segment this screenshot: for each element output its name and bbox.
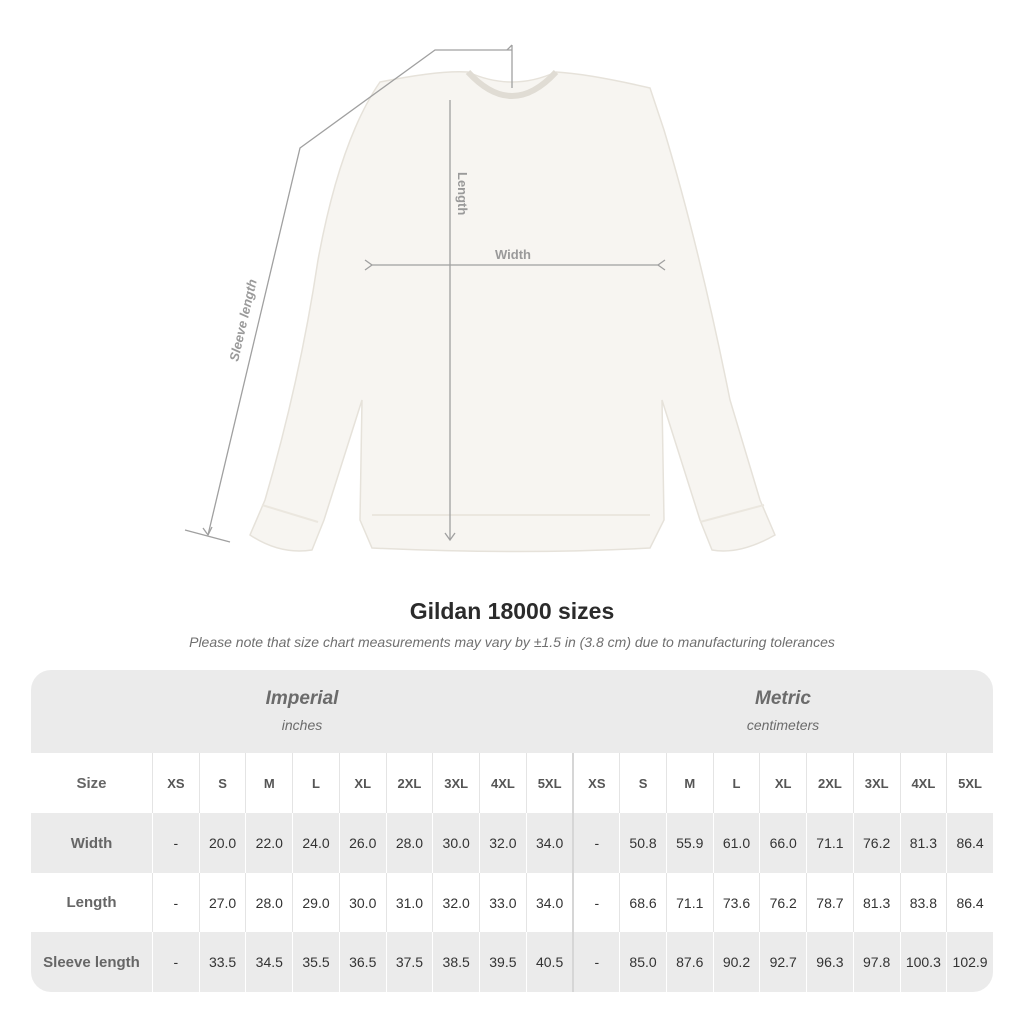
table-cell: 85.0 <box>619 932 666 992</box>
size-header-cell: S <box>198 753 246 813</box>
table-cell: 81.3 <box>899 813 947 873</box>
sleeve-length-label: Sleeve length <box>226 278 259 363</box>
sweatshirt-illustration: Length Width Sleeve length <box>184 44 776 553</box>
table-row: Width -20.0 22.0 24.0 26.0 28.0 30.0 32.0 34.0-5… <box>31 813 993 873</box>
table-cell: 27.0 <box>198 873 246 932</box>
table-cell: 26.0 <box>338 813 386 873</box>
table-cell: 39.5 <box>479 932 526 992</box>
group-unit: inches <box>281 717 323 733</box>
table-cell: 50.8 <box>619 813 666 873</box>
group-name: Metric <box>755 688 811 709</box>
table-cell: 34.5 <box>245 932 292 992</box>
table-cell: 71.1 <box>665 873 713 932</box>
size-header-cell: XS <box>152 753 199 813</box>
table-row: Length -27.0 28.0 29.0 30.0 31.0 32.0 33.0 34.0-… <box>31 873 993 932</box>
table-cell: 73.6 <box>712 873 760 932</box>
group-name: Imperial <box>265 688 339 709</box>
sweatshirt <box>249 69 776 553</box>
table-cell: 100.3 <box>899 932 947 992</box>
tolerance-note: Please note that size chart measurements… <box>189 634 835 650</box>
table-cell: - <box>572 873 619 932</box>
table-cell: 83.8 <box>899 873 947 932</box>
table-cell: 55.9 <box>665 813 713 873</box>
size-header-cell: 5XL <box>525 753 573 813</box>
length-label: Length <box>455 172 470 215</box>
imperial-header: Imperial inches <box>31 670 573 753</box>
size-header-cell: 5XL <box>946 753 993 813</box>
table-cell: 34.0 <box>525 873 573 932</box>
table-cell: 81.3 <box>852 873 900 932</box>
group-unit: centimeters <box>746 717 820 733</box>
table-cell: 28.0 <box>245 873 292 932</box>
size-header-cell: 2XL <box>806 753 853 813</box>
row-label: Size <box>76 774 107 792</box>
metric-header: Metric centimeters <box>573 670 993 753</box>
size-header-cell: M <box>245 753 292 813</box>
table-cell: 32.0 <box>479 813 526 873</box>
table-cell: 35.5 <box>292 932 339 992</box>
table-row: Sleeve length -33.5 34.5 35.5 36.5 37.5 38.5 39… <box>31 932 993 992</box>
table-cell: 32.0 <box>432 873 479 932</box>
measurement-lines <box>184 44 666 543</box>
table-cell: - <box>152 932 199 992</box>
table-cell: 31.0 <box>385 873 433 932</box>
size-header-cell: 3XL <box>432 753 479 813</box>
table-cell: 30.0 <box>338 873 386 932</box>
size-table: Imperial inches Metric centimeters Size X… <box>31 670 993 992</box>
table-cell: 68.6 <box>619 873 666 932</box>
size-header-cell: XS <box>572 753 619 813</box>
size-header-cell: L <box>292 753 339 813</box>
width-label: Width <box>495 247 531 262</box>
table-cell: 97.8 <box>852 932 900 992</box>
table-cell: 29.0 <box>292 873 339 932</box>
table-cell: 66.0 <box>759 813 806 873</box>
size-header-cell: L <box>712 753 760 813</box>
table-cell: 96.3 <box>806 932 853 992</box>
table-cell: 30.0 <box>432 813 479 873</box>
table-cell: 86.4 <box>946 873 993 932</box>
size-header-cell: XL <box>759 753 806 813</box>
table-cell: 20.0 <box>198 813 246 873</box>
table-cell: 24.0 <box>292 813 339 873</box>
table-cell: 86.4 <box>946 813 993 873</box>
row-label: Sleeve length <box>43 953 140 971</box>
table-cell: 37.5 <box>385 932 433 992</box>
table-cell: - <box>572 813 619 873</box>
table-cell: 34.0 <box>525 813 573 873</box>
size-header-cell: 2XL <box>385 753 433 813</box>
size-header-cell: M <box>665 753 713 813</box>
page-title: Gildan 18000 sizes <box>409 598 615 624</box>
size-header-cell: 4XL <box>479 753 526 813</box>
table-cell: - <box>152 813 199 873</box>
size-header-row: Size XS S M L XL 2XL 3XL 4XL 5XL XS S M L XL 2XL 3XL 4XL 5… <box>31 753 993 813</box>
table-cell: 28.0 <box>385 813 433 873</box>
size-header-cell: XL <box>338 753 386 813</box>
table-cell: 76.2 <box>852 813 900 873</box>
table-cell: 76.2 <box>759 873 806 932</box>
table-cell: - <box>572 932 619 992</box>
table-cell: 38.5 <box>432 932 479 992</box>
table-cell: 71.1 <box>806 813 853 873</box>
table-cell: 102.9 <box>946 932 993 992</box>
table-cell: 61.0 <box>712 813 760 873</box>
table-cell: 36.5 <box>338 932 386 992</box>
table-cell: 78.7 <box>806 873 853 932</box>
table-cell: 40.5 <box>525 932 573 992</box>
table-cell: 87.6 <box>665 932 713 992</box>
table-cell: 22.0 <box>245 813 292 873</box>
table-cell: 90.2 <box>712 932 760 992</box>
row-label: Width <box>70 834 113 852</box>
size-header-cell: S <box>619 753 666 813</box>
table-cell: 33.0 <box>479 873 526 932</box>
size-header-cell: 4XL <box>899 753 947 813</box>
size-header-cell: 3XL <box>852 753 900 813</box>
table-cell: 92.7 <box>759 932 806 992</box>
table-cell: - <box>152 873 199 932</box>
table-cell: 33.5 <box>198 932 246 992</box>
row-label: Length <box>66 894 117 911</box>
